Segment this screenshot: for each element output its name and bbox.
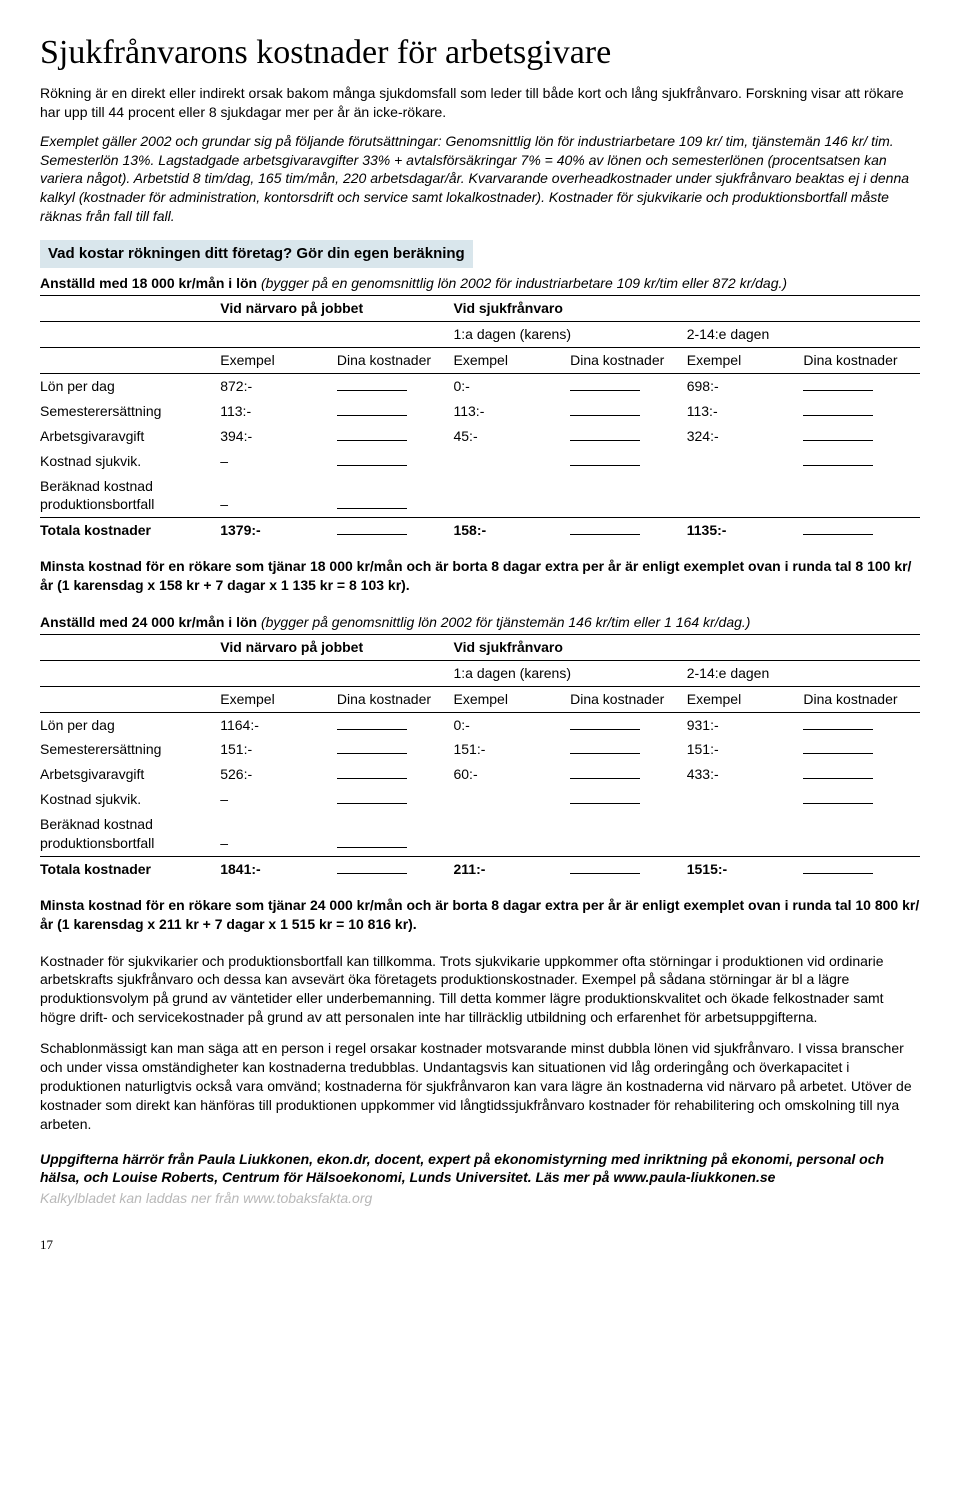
user-input-cell[interactable]	[570, 449, 687, 474]
example-value: 872:-	[220, 373, 337, 398]
row-label: Arbetsgivaravgift	[40, 424, 220, 449]
user-input-cell[interactable]	[337, 812, 454, 856]
row-label-total: Totala kostnader	[40, 518, 220, 543]
paragraph-extra-costs: Kostnader för sjukvikarier och produktio…	[40, 952, 920, 1028]
user-input-cell[interactable]	[570, 518, 687, 543]
example-value: –	[220, 787, 337, 812]
user-input-cell[interactable]	[803, 737, 920, 762]
paragraph-schablon: Schablonmässigt kan man säga att en pers…	[40, 1039, 920, 1133]
row-label: Semesterersättning	[40, 399, 220, 424]
user-input-cell[interactable]	[803, 762, 920, 787]
example-value: 113:-	[220, 399, 337, 424]
page-number: 17	[40, 1236, 920, 1254]
row-label: Kostnad sjukvik.	[40, 449, 220, 474]
source-note: Uppgifterna härrör från Paula Liukkonen,…	[40, 1150, 920, 1188]
example-value: 45:-	[453, 424, 570, 449]
example-total: 158:-	[453, 518, 570, 543]
user-input-cell[interactable]	[337, 856, 454, 881]
row-label: Lön per dag	[40, 373, 220, 398]
example-value: 324:-	[687, 424, 804, 449]
example-value: –	[220, 812, 337, 856]
user-input-cell[interactable]	[570, 856, 687, 881]
row-label: Beräknad kostnadproduktionsbortfall	[40, 812, 220, 856]
user-input-cell[interactable]	[570, 373, 687, 398]
user-input-cell[interactable]	[570, 399, 687, 424]
user-input-cell[interactable]	[803, 787, 920, 812]
user-input-cell[interactable]	[803, 518, 920, 543]
row-label: Kostnad sjukvik.	[40, 787, 220, 812]
user-input-cell[interactable]	[337, 373, 454, 398]
example-value: 0:-	[453, 712, 570, 737]
user-input-cell[interactable]	[337, 449, 454, 474]
example-value: 113:-	[453, 399, 570, 424]
section-label: Vad kostar rökningen ditt företag? Gör d…	[40, 240, 473, 268]
intro-text: Rökning är en direkt eller indirekt orsa…	[40, 84, 920, 122]
user-input-cell[interactable]	[803, 449, 920, 474]
example-total: 1841:-	[220, 856, 337, 881]
example-value: 526:-	[220, 762, 337, 787]
example-value: 151:-	[687, 737, 804, 762]
row-label-total: Totala kostnader	[40, 856, 220, 881]
user-input-cell[interactable]	[803, 856, 920, 881]
example-total: 1379:-	[220, 518, 337, 543]
user-input-cell[interactable]	[570, 737, 687, 762]
example-value: 151:-	[220, 737, 337, 762]
example-value: 60:-	[453, 762, 570, 787]
example-value: 394:-	[220, 424, 337, 449]
user-input-cell[interactable]	[570, 424, 687, 449]
user-input-cell[interactable]	[337, 474, 454, 518]
user-input-cell[interactable]	[803, 399, 920, 424]
row-label: Beräknad kostnadproduktionsbortfall	[40, 474, 220, 518]
table-subtitle: Anställd med 24 000 kr/mån i lön (bygger…	[40, 613, 920, 632]
user-input-cell[interactable]	[337, 737, 454, 762]
user-input-cell[interactable]	[803, 373, 920, 398]
user-input-cell[interactable]	[570, 712, 687, 737]
example-total: 211:-	[453, 856, 570, 881]
user-input-cell[interactable]	[570, 787, 687, 812]
user-input-cell[interactable]	[803, 712, 920, 737]
user-input-cell[interactable]	[337, 399, 454, 424]
row-label: Arbetsgivaravgift	[40, 762, 220, 787]
example-value: 113:-	[687, 399, 804, 424]
page-title: Sjukfrånvarons kostnader för arbetsgivar…	[40, 30, 920, 76]
assumptions-text: Exemplet gäller 2002 och grundar sig på …	[40, 132, 920, 226]
example-value: 931:-	[687, 712, 804, 737]
example-value: 433:-	[687, 762, 804, 787]
table-summary: Minsta kostnad för en rökare som tjänar …	[40, 557, 920, 595]
example-value: 698:-	[687, 373, 804, 398]
example-value: 0:-	[453, 373, 570, 398]
example-value: 1164:-	[220, 712, 337, 737]
row-label: Semesterersättning	[40, 737, 220, 762]
user-input-cell[interactable]	[570, 762, 687, 787]
example-total: 1515:-	[687, 856, 804, 881]
row-label: Lön per dag	[40, 712, 220, 737]
user-input-cell[interactable]	[337, 518, 454, 543]
example-total: 1135:-	[687, 518, 804, 543]
user-input-cell[interactable]	[337, 712, 454, 737]
example-value: –	[220, 474, 337, 518]
table-summary: Minsta kostnad för en rökare som tjänar …	[40, 896, 920, 934]
cost-table: Vid närvaro på jobbet Vid sjukfrånvaro 1…	[40, 634, 920, 882]
user-input-cell[interactable]	[337, 787, 454, 812]
example-value: 151:-	[453, 737, 570, 762]
download-note: Kalkylbladet kan laddas ner från www.tob…	[40, 1189, 920, 1208]
user-input-cell[interactable]	[337, 762, 454, 787]
tables-container: Anställd med 18 000 kr/mån i lön (bygger…	[40, 274, 920, 933]
example-value: –	[220, 449, 337, 474]
user-input-cell[interactable]	[337, 424, 454, 449]
cost-table: Vid närvaro på jobbet Vid sjukfrånvaro 1…	[40, 295, 920, 543]
table-subtitle: Anställd med 18 000 kr/mån i lön (bygger…	[40, 274, 920, 293]
user-input-cell[interactable]	[803, 424, 920, 449]
